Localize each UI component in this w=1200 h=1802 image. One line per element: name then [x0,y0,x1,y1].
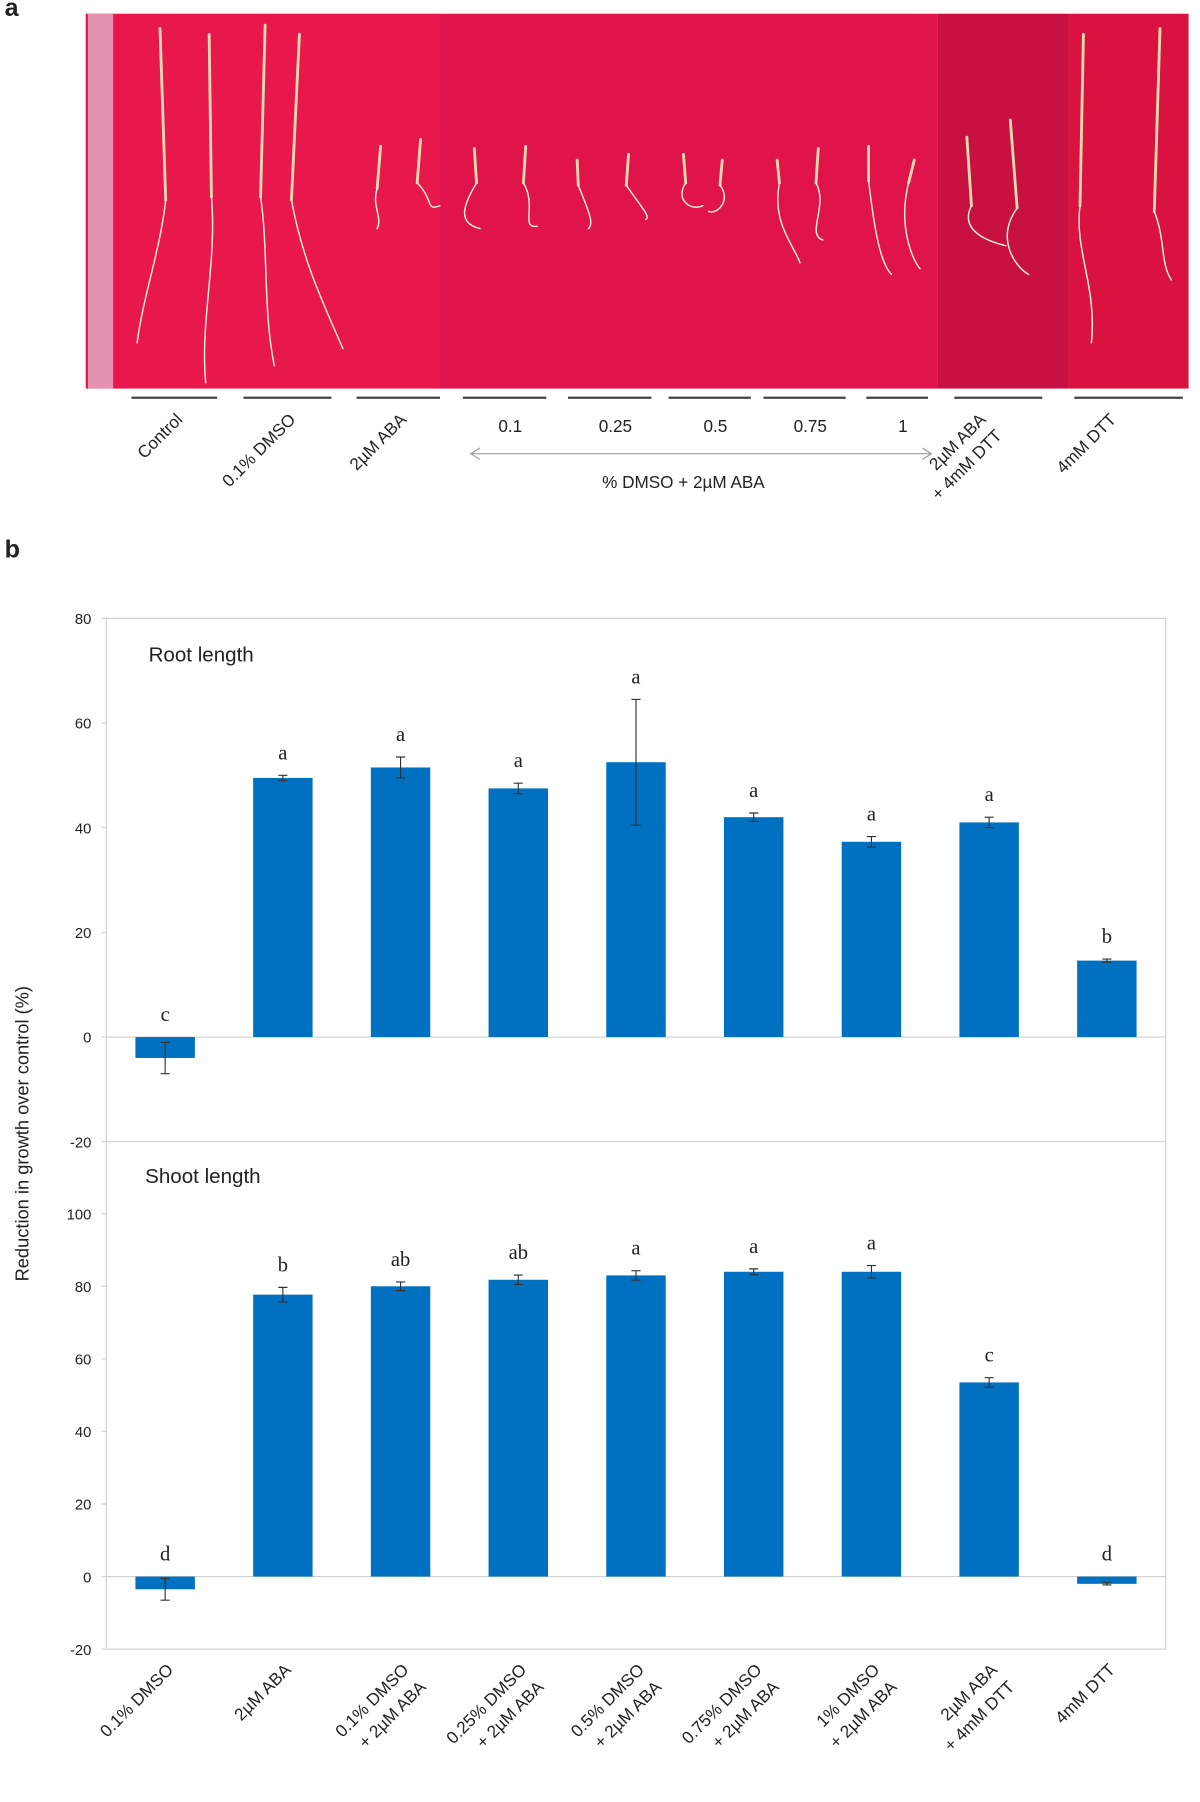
significance-letter: a [396,724,405,746]
significance-letter: a [278,742,287,764]
group-label: 2µM ABA [345,409,410,474]
error-bar [866,835,876,848]
error-bar [396,1281,406,1292]
y-tick-label: 40 [75,821,92,837]
group-label: 0.1% DMSO [218,409,299,490]
bar [488,1279,548,1577]
error-bar [1102,1582,1112,1586]
error-bar [749,812,759,822]
significance-letter: c [161,1004,170,1026]
significance-letter: ab [391,1249,410,1271]
significance-letter: a [631,1238,640,1260]
bar [488,788,548,1038]
y-axis-label: Reduction in growth over control (%) [12,986,33,1281]
plot-frame [105,617,1167,1650]
error-bar [513,782,523,795]
y-tick-label: 80 [75,612,92,628]
bar [606,1275,666,1577]
dmso-level: 0.5 [704,416,728,436]
error-bar [396,756,406,779]
error-bar [160,1041,170,1075]
group-label: Control [133,409,186,462]
error-bar [984,816,994,829]
y-tick-label: 20 [75,1498,92,1514]
error-bar [160,1577,170,1601]
y-tick-label: 60 [75,1353,92,1369]
x-tick-label: 4mM DTT [1051,1659,1119,1727]
y-tick-label: 40 [75,1425,92,1441]
bar [841,1271,902,1577]
y-tick-label: 100 [67,1207,92,1223]
y-tick-label: -20 [70,1643,91,1659]
significance-letter: a [867,1233,876,1255]
significance-letter: a [749,780,758,802]
y-tick-label: -20 [70,1135,91,1151]
panel-title: Shoot length [145,1165,260,1188]
error-bar [278,1286,288,1303]
y-tick-label: 0 [83,1570,91,1586]
error-bar [1102,958,1112,963]
significance-letter: a [985,784,994,806]
significance-letter: a [514,750,523,772]
error-bar [513,1274,523,1286]
dmso-level: 1 [898,416,908,436]
significance-letter: a [867,804,876,826]
significance-letter: b [1102,926,1112,948]
photo [85,13,1189,389]
bar [959,1382,1019,1577]
significance-letter: a [749,1236,758,1258]
error-bar [749,1268,759,1276]
panel-a-labels: Control 0.1% DMSO 2µM ABA 0.1 0.25 0.5 0.75 1 2µ… [131,396,1183,504]
dmso-level: 0.1 [498,416,522,436]
x-tick-label: 2µM ABA [230,1659,295,1724]
error-bar [631,698,641,826]
dmso-level: 0.75 [794,416,827,436]
range-arrow [469,447,933,460]
bar [724,1271,784,1577]
panel-title: Root length [149,644,254,667]
bar [370,1286,431,1577]
panel-label: b [5,536,20,564]
group-label: 4mM DTT [1052,409,1120,477]
error-bar [866,1265,876,1279]
bar [959,822,1019,1038]
y-tick-label: 80 [75,1280,92,1296]
dmso-level: 0.25 [599,416,632,436]
significance-letter: a [631,666,640,688]
bar [253,777,313,1038]
bar [1077,960,1137,1038]
significance-letter: c [985,1345,994,1367]
significance-letter: d [160,1544,171,1566]
bar [370,767,431,1038]
error-bar [631,1270,641,1281]
significance-letter: ab [509,1242,528,1264]
significance-letter: d [1102,1544,1113,1566]
error-bar [984,1377,994,1388]
bar [724,817,784,1038]
bar [841,841,902,1038]
bar [1077,1576,1137,1584]
chart: Reduction in growth over control (%) Root… [12,612,1167,1755]
error-bar [278,774,288,782]
bar [253,1294,313,1577]
y-tick-label: 20 [75,926,92,942]
y-tick-label: 0 [83,1031,91,1047]
significance-letter: b [278,1254,288,1276]
x-tick-label: 0.1% DMSO [96,1660,177,1741]
y-tick-label: 60 [75,717,92,733]
panel-label: a [5,0,20,22]
range-label: % DMSO + 2µM ABA [602,472,765,492]
